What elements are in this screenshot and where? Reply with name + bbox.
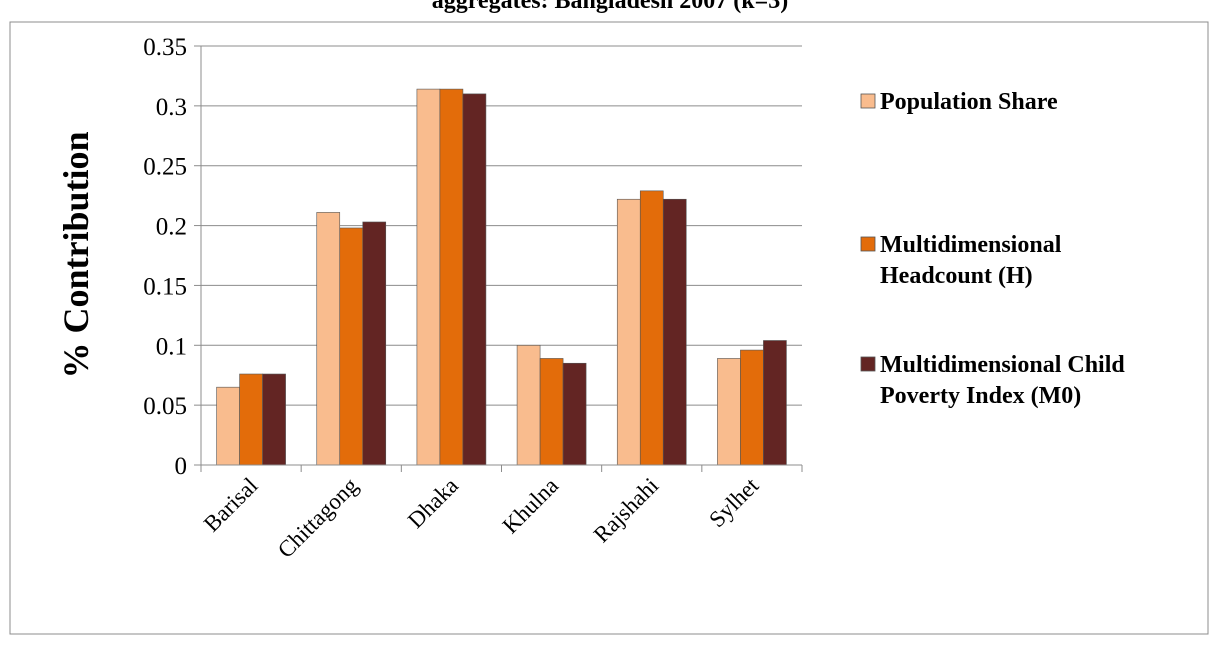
bar [462,93,487,466]
axes [194,45,803,472]
y-tick-label: 0.1 [156,333,187,360]
bar [539,358,564,466]
y-tick-labels: 0 0.05 0.1 0.15 0.2 0.25 0.3 0.35 [143,34,187,480]
bar [239,373,263,466]
bar [516,344,541,466]
bar [763,340,787,466]
bar [740,349,764,466]
chart-title: aggregates: Bangladesh 2007 (k=3) [432,0,789,14]
y-tick-label: 0.2 [156,214,187,241]
chart-frame [9,21,1209,635]
legend-swatch [860,356,876,372]
y-tick-label: 0 [175,453,188,480]
bar [316,212,341,466]
bar [439,88,464,466]
legend: Population Share Multidimensional Headcoun… [860,89,1125,409]
bar [562,362,587,466]
bar [717,358,741,466]
legend-swatch [860,93,876,109]
y-tick-label: 0.05 [143,393,187,420]
bar [416,88,441,466]
gridlines [201,45,802,406]
legend-label: Multidimensional Headcount (H) [880,232,1062,289]
bars [216,88,787,466]
y-tick-label: 0.25 [143,154,187,181]
bar [362,221,387,466]
y-tick-label: 0.15 [143,273,187,300]
bar [339,227,364,466]
y-axis-title: % Contribution [56,131,96,378]
y-tick-label: 0.35 [143,34,187,61]
legend-swatch [860,236,876,252]
bar [662,198,687,466]
legend-label: Population Share [880,89,1058,115]
bar [639,190,664,466]
y-tick-label: 0.3 [156,94,187,121]
bar [616,198,641,466]
legend-label: Multidimensional Child Poverty Index (M0) [880,352,1125,409]
bar [262,373,286,466]
bar [216,386,240,466]
